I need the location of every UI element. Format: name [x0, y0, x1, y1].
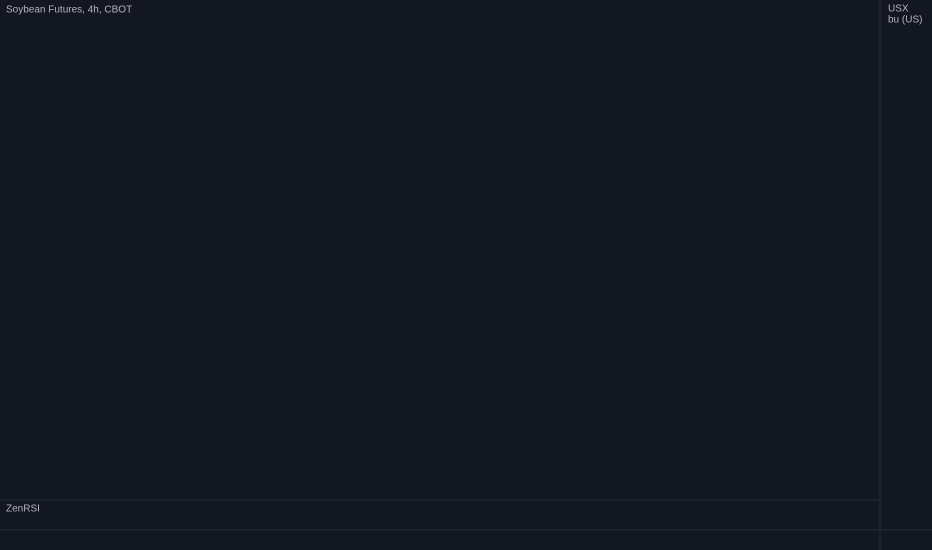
unit: USX — [888, 4, 909, 15]
unit: bu (US) — [888, 15, 922, 26]
indicator-name: ZenRSI — [6, 504, 40, 515]
chart-title: Soybean Futures, 4h, CBOT — [6, 5, 132, 16]
